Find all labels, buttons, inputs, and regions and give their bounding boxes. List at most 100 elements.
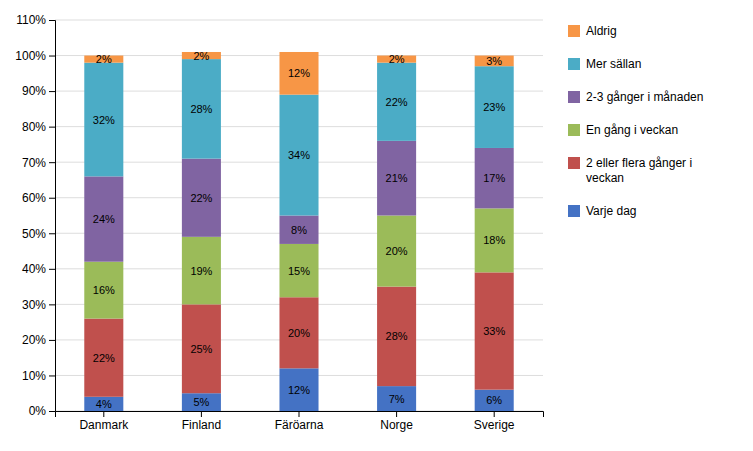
bar-segment — [84, 262, 123, 319]
tick: 50% — [22, 227, 55, 241]
data-label: 15% — [288, 265, 310, 277]
tick-mark — [49, 304, 55, 305]
legend-label: Mer sällan — [586, 57, 641, 71]
tick: Norge — [380, 411, 413, 432]
tick-mark — [396, 411, 397, 417]
bar-segment — [279, 368, 318, 411]
tick-label: 50% — [22, 227, 46, 241]
legend-item: Mer sällan — [568, 57, 641, 71]
tick-mark — [494, 411, 495, 417]
legend-item: Varje dag — [568, 204, 636, 218]
tick-label: 10% — [22, 369, 46, 383]
tick-label: Norge — [380, 418, 413, 432]
tick-label: 60% — [22, 191, 46, 205]
tick-mark — [49, 56, 55, 57]
data-label: 22% — [190, 192, 212, 204]
bar-segment — [279, 297, 318, 368]
tick: 100% — [15, 49, 55, 63]
tick-mark — [49, 127, 55, 128]
series — [84, 368, 513, 411]
tick-mark — [49, 198, 55, 199]
data-label: 19% — [190, 265, 212, 277]
tick-mark — [299, 411, 300, 417]
bar-segment — [84, 176, 123, 261]
bar-segment — [279, 244, 318, 297]
bar-segment — [182, 59, 221, 159]
legend-swatch — [568, 25, 580, 37]
legend-swatch — [568, 124, 580, 136]
data-label: 28% — [190, 103, 212, 115]
tick-label: 80% — [22, 120, 46, 134]
data-label: 2% — [389, 53, 405, 65]
bar-segment — [182, 393, 221, 411]
bar-segment — [475, 66, 514, 148]
legend-label: Varje dag — [586, 204, 636, 218]
bars — [84, 52, 513, 411]
tick-label: 100% — [15, 49, 46, 63]
bar-segment — [377, 141, 416, 216]
data-label: 28% — [386, 330, 408, 342]
tick: 10% — [22, 369, 55, 383]
tick-label: Färöarna — [275, 418, 324, 432]
bar-segment — [475, 390, 514, 411]
data-label: 21% — [386, 172, 408, 184]
legend-label: 2 eller flera gånger iveckan — [586, 156, 692, 185]
legend-swatch — [568, 91, 580, 103]
legend-swatch — [568, 58, 580, 70]
data-label: 6% — [486, 394, 502, 406]
bar-segment — [279, 216, 318, 244]
tick-mark — [49, 269, 55, 270]
tick-mark — [49, 162, 55, 163]
data-labels: 4%5%12%7%6%22%25%20%28%33%16%19%15%20%18… — [93, 50, 506, 410]
plot: 4%5%12%7%6%22%25%20%28%33%16%19%15%20%18… — [15, 13, 543, 431]
tick-label: 40% — [22, 262, 46, 276]
tick-mark — [49, 91, 55, 92]
tick: 40% — [22, 262, 55, 276]
bar-segment — [377, 216, 416, 287]
data-label: 33% — [483, 325, 505, 337]
tick: 80% — [22, 120, 55, 134]
legend-item: 2 eller flera gånger iveckan — [568, 156, 692, 185]
data-label: 3% — [486, 55, 502, 67]
tick: Färöarna — [275, 411, 324, 432]
bar-segment — [377, 63, 416, 141]
data-label: 22% — [386, 96, 408, 108]
data-label: 2% — [193, 50, 209, 62]
tick-mark — [49, 411, 55, 412]
data-label: 2% — [96, 53, 112, 65]
tick-label: Danmark — [79, 418, 129, 432]
data-label: 25% — [190, 343, 212, 355]
data-label: 7% — [389, 393, 405, 405]
legend-item: Aldrig — [568, 24, 617, 38]
tick: Sverige — [474, 411, 515, 432]
bar-segment — [475, 56, 514, 67]
bar-segment — [182, 237, 221, 305]
data-label: 22% — [93, 352, 115, 364]
bar-segment — [182, 159, 221, 237]
tick-mark — [49, 340, 55, 341]
bar-segment — [279, 95, 318, 216]
tick-label: 30% — [22, 298, 46, 312]
data-label: 17% — [483, 172, 505, 184]
data-label: 5% — [193, 396, 209, 408]
bar-segment — [475, 148, 514, 208]
bar-segment — [84, 63, 123, 177]
data-label: 23% — [483, 101, 505, 113]
bar-segment — [279, 52, 318, 95]
legend: AldrigMer sällan2-3 gånger i månadenEn g… — [568, 24, 703, 218]
tick-label: Sverige — [474, 418, 515, 432]
series — [84, 52, 513, 95]
tick-label: 70% — [22, 156, 46, 170]
tick-label: 110% — [16, 13, 46, 27]
bar-segment — [475, 208, 514, 272]
data-label: 16% — [93, 284, 115, 296]
tick: Finland — [182, 411, 221, 432]
bar-segment — [84, 397, 123, 411]
bar-segment — [84, 319, 123, 397]
bar-segment — [377, 386, 416, 411]
y-axis: 0%10%20%30%40%50%60%70%80%90%100%110% — [15, 13, 55, 418]
tick-label: Finland — [182, 418, 221, 432]
data-label: 20% — [288, 327, 310, 339]
series — [84, 208, 513, 318]
tick-label: 90% — [22, 84, 46, 98]
